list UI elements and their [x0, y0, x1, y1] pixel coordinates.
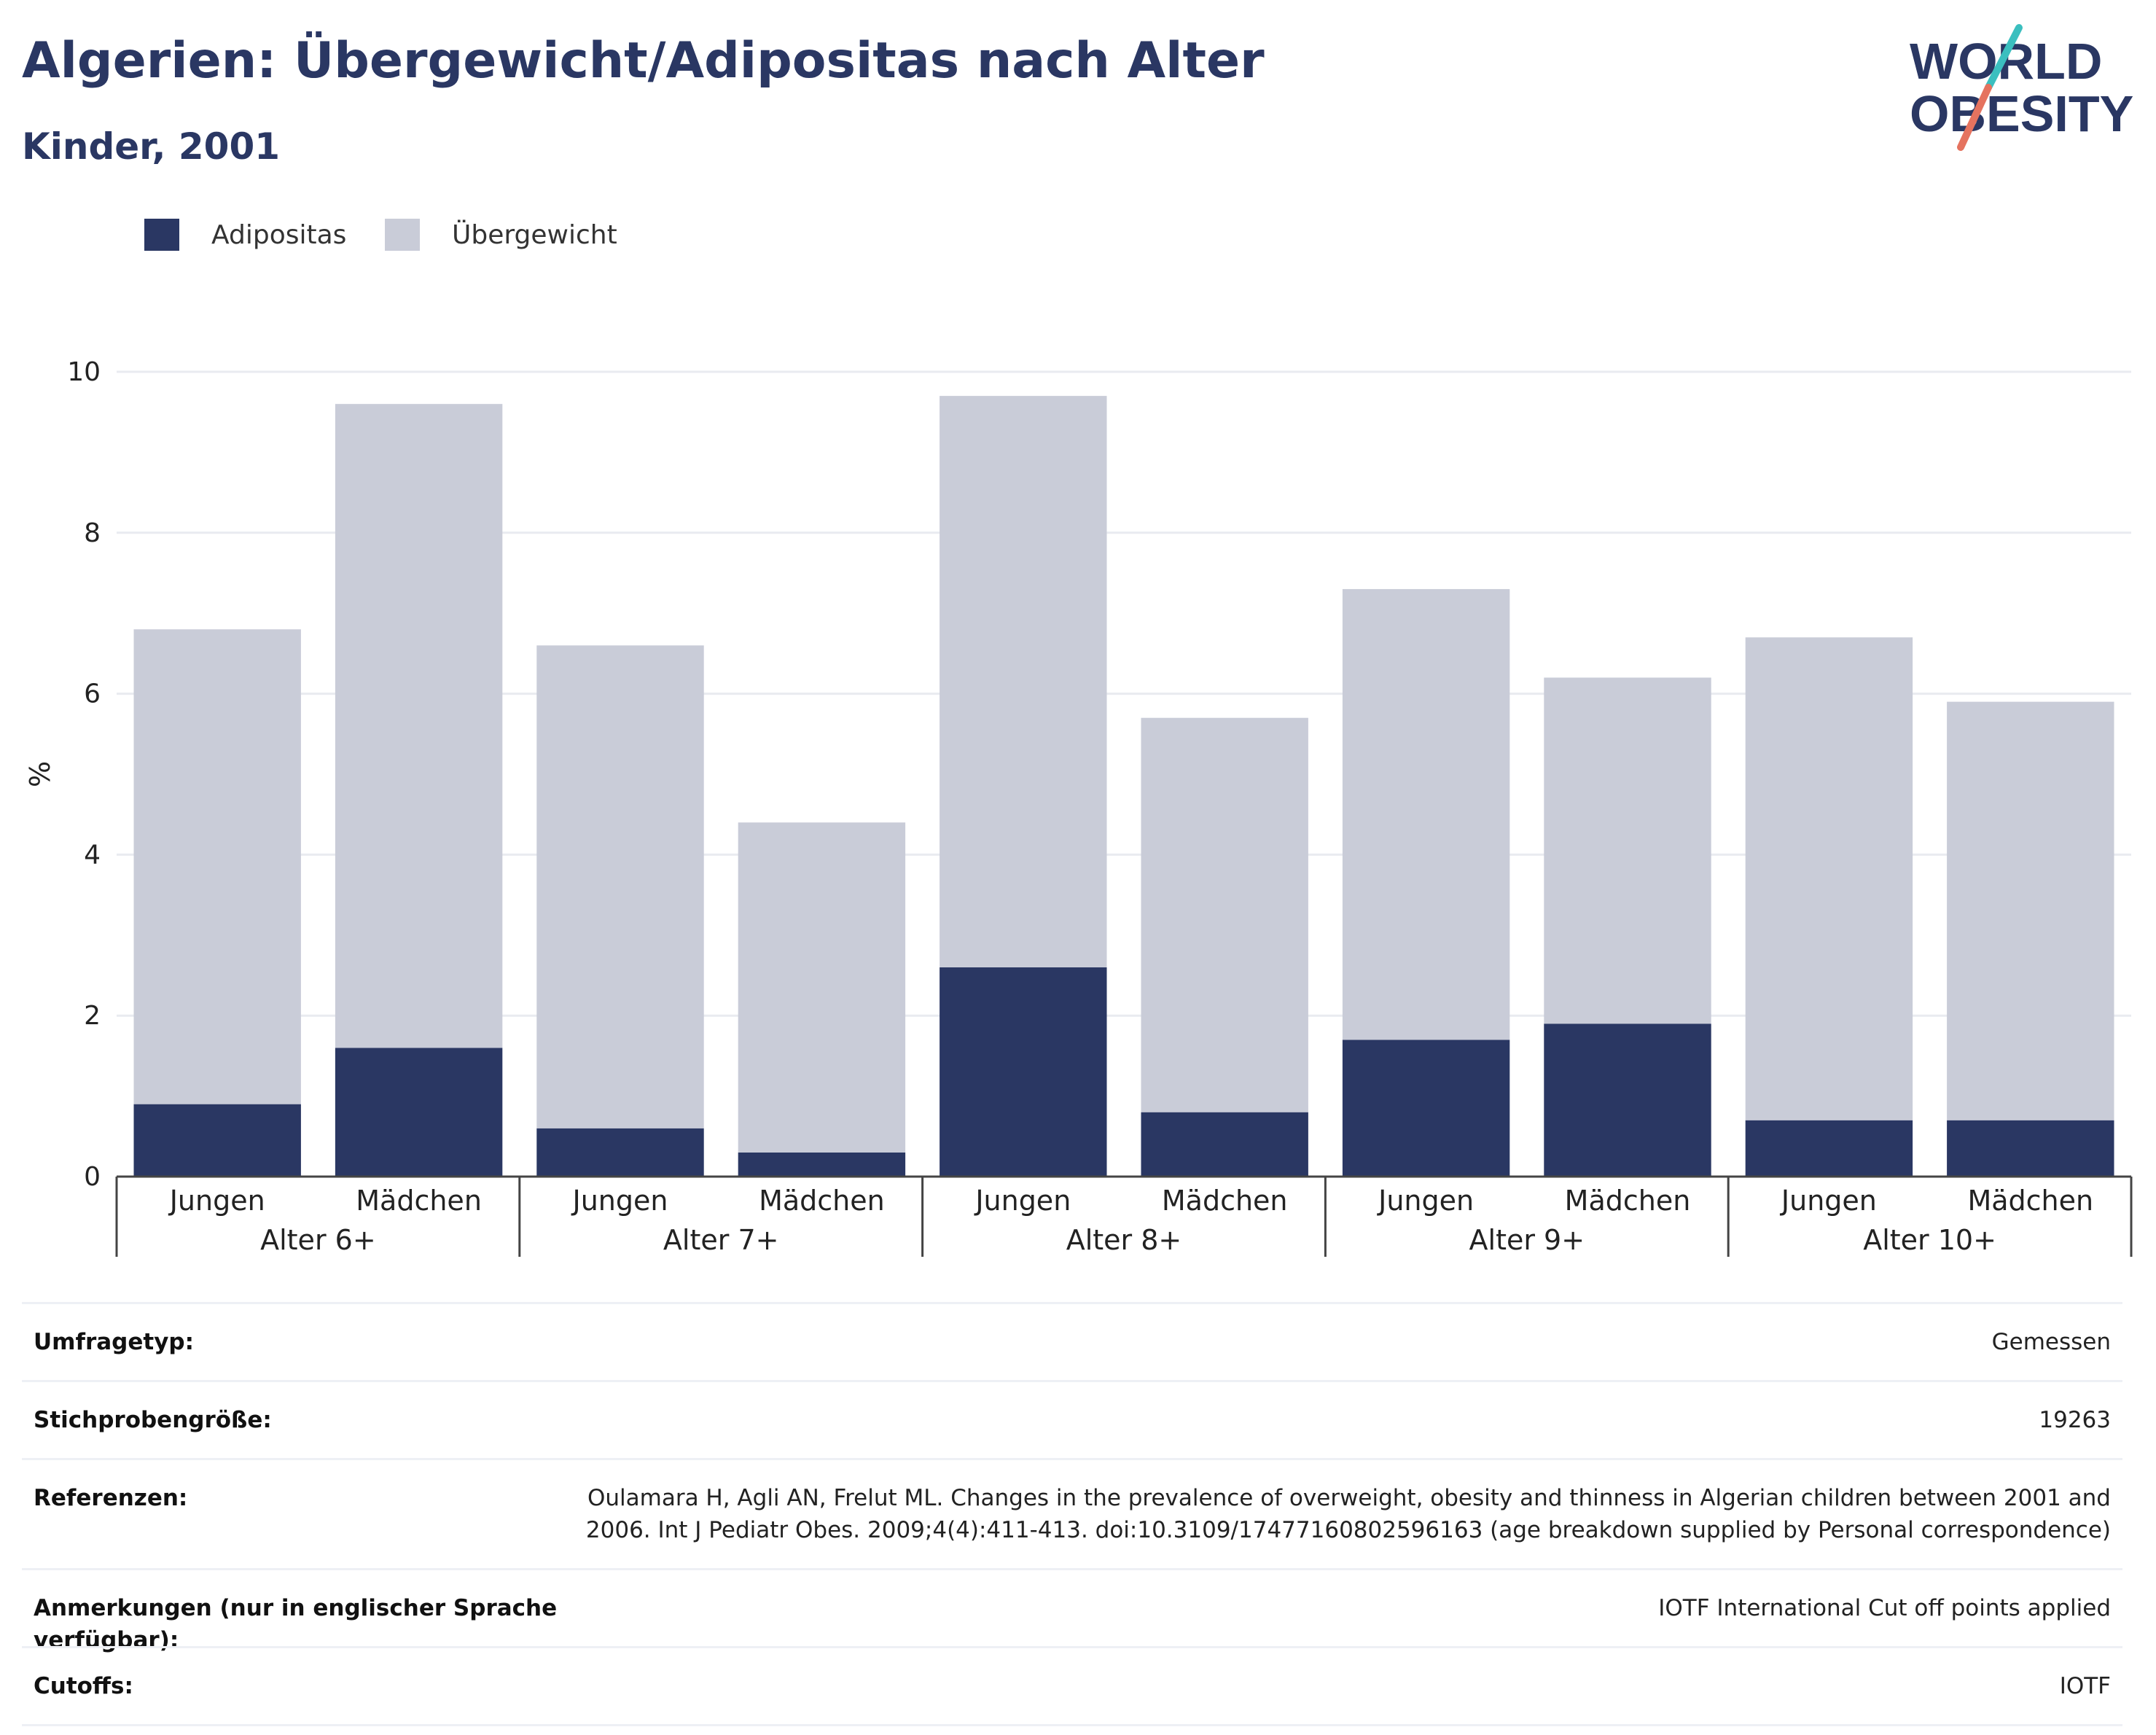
- group-label: Alter 6+: [260, 1224, 376, 1256]
- bar-adipositas[interactable]: [1342, 1040, 1510, 1177]
- bar-uebergewicht[interactable]: [536, 645, 704, 1128]
- info-value: Gemessen: [1991, 1329, 2111, 1355]
- bar-uebergewicht[interactable]: [1745, 637, 1913, 1120]
- info-label: Referenzen:: [34, 1485, 188, 1511]
- x-tick-label: Jungen: [1780, 1185, 1877, 1217]
- bar-adipositas[interactable]: [133, 1104, 301, 1177]
- group-label: Alter 7+: [663, 1224, 779, 1256]
- x-tick-label: Jungen: [571, 1185, 668, 1217]
- info-label: Cutoffs:: [34, 1673, 133, 1699]
- legend-swatch-uebergewicht: [385, 219, 420, 251]
- bar-uebergewicht[interactable]: [1141, 717, 1308, 1112]
- logo-slash-top: [1985, 24, 2023, 91]
- bar-uebergewicht[interactable]: [133, 629, 301, 1104]
- x-tick-label: Jungen: [1377, 1185, 1474, 1217]
- bar-uebergewicht[interactable]: [738, 822, 906, 1153]
- info-value: Oulamara H, Agli AN, Frelut ML. Changes …: [585, 1485, 2111, 1543]
- bar-adipositas[interactable]: [1947, 1120, 2114, 1177]
- info-value: IOTF International Cut off points applie…: [1658, 1595, 2111, 1621]
- x-tick-label: Mädchen: [1162, 1185, 1288, 1217]
- y-tick-label: 2: [84, 1001, 101, 1031]
- chart-subtitle: Kinder, 2001: [22, 125, 281, 168]
- bar-adipositas[interactable]: [1544, 1024, 1711, 1177]
- bar-adipositas[interactable]: [536, 1128, 704, 1177]
- legend-label-uebergewicht: Übergewicht: [452, 220, 617, 250]
- world-obesity-logo: WORLD OBESITY: [1910, 24, 2133, 151]
- y-tick-label: 6: [84, 679, 101, 709]
- bar-uebergewicht[interactable]: [1544, 677, 1711, 1024]
- info-row: Referenzen: Oulamara H, Agli AN, Frelut M…: [22, 1458, 2122, 1568]
- bar-uebergewicht[interactable]: [1342, 589, 1510, 1040]
- info-table: Umfragetyp: Gemessen Stichprobengröße: 1926…: [22, 1302, 2122, 1726]
- info-row: Umfragetyp: Gemessen: [22, 1302, 2122, 1380]
- info-label: Umfragetyp:: [34, 1329, 194, 1355]
- group-label: Alter 10+: [1863, 1224, 1996, 1256]
- bar-adipositas[interactable]: [1141, 1112, 1308, 1177]
- x-tick-label: Mädchen: [356, 1185, 482, 1217]
- y-tick-label: 0: [84, 1162, 101, 1192]
- bar-uebergewicht[interactable]: [335, 404, 503, 1048]
- chart-title: Algerien: Übergewicht/Adipositas nach Al…: [22, 32, 1265, 90]
- legend-swatch-adipositas: [144, 219, 179, 251]
- legend-label-adipositas: Adipositas: [211, 220, 347, 250]
- bar-adipositas[interactable]: [940, 967, 1107, 1177]
- info-value: 19263: [2039, 1407, 2111, 1433]
- logo-line1: WORLD: [1910, 33, 2102, 90]
- y-tick-label: 4: [84, 840, 101, 870]
- bar-adipositas[interactable]: [1745, 1120, 1913, 1177]
- bar-uebergewicht[interactable]: [940, 396, 1107, 967]
- info-row: Cutoffs: IOTF: [22, 1646, 2122, 1726]
- x-tick-label: Jungen: [974, 1185, 1071, 1217]
- stacked-bar-chart: 0 2 4 6 8 10% Jungen Mädchen Jungen Mädchen Jungen…: [24, 357, 2133, 1257]
- group-label: Alter 9+: [1469, 1224, 1585, 1256]
- x-tick-label: Jungen: [168, 1185, 265, 1217]
- x-tick-label: Mädchen: [759, 1185, 885, 1217]
- info-row: Stichprobengröße: 19263: [22, 1380, 2122, 1458]
- y-axis-label: %: [24, 761, 56, 787]
- info-label: Anmerkungen (nur in englischer Sprache v…: [34, 1595, 558, 1653]
- y-tick-label: 8: [84, 518, 101, 548]
- x-tick-label: Mädchen: [1565, 1185, 1691, 1217]
- x-tick-label: Mädchen: [1967, 1185, 2093, 1217]
- logo-slash-bottom: [1957, 84, 1992, 151]
- bar-adipositas[interactable]: [335, 1048, 503, 1177]
- info-value: IOTF: [2059, 1673, 2111, 1699]
- logo-line2: OBESITY: [1910, 85, 2133, 142]
- bar-adipositas[interactable]: [738, 1152, 906, 1177]
- group-label: Alter 8+: [1066, 1224, 1182, 1256]
- info-row: Anmerkungen (nur in englischer Sprache v…: [22, 1568, 2122, 1653]
- info-label: Stichprobengröße:: [34, 1407, 272, 1433]
- y-tick-label: 10: [67, 357, 101, 387]
- bar-uebergewicht[interactable]: [1947, 701, 2114, 1120]
